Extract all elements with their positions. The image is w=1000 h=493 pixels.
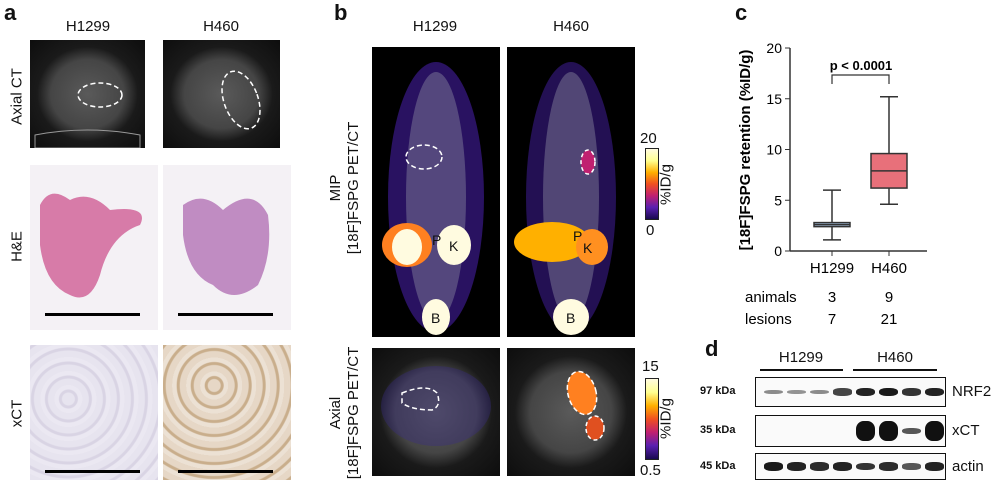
xct-h1299-image: [30, 345, 158, 480]
kda-label: 35 kDa: [700, 424, 736, 436]
group-line-h460: [853, 369, 937, 371]
band: [833, 388, 852, 396]
row-mip-line1: MIP: [327, 174, 344, 202]
group-line-h1299: [760, 369, 843, 371]
colorbar1-max: 20: [640, 130, 657, 147]
significance-bracket: [831, 74, 890, 84]
panel-c-label: c: [735, 0, 748, 25]
protein-label: xCT: [952, 422, 980, 439]
band: [810, 389, 829, 395]
band: [902, 463, 921, 470]
col-h460-b: H460: [553, 18, 589, 35]
band: [902, 427, 921, 435]
x-tick-label: H460: [871, 260, 907, 277]
band: [925, 462, 944, 471]
he-h460-image: [163, 165, 291, 330]
y-tick-label: 5: [774, 192, 782, 208]
band: [925, 421, 944, 441]
colorbar1-unit: %ID/g: [657, 164, 675, 205]
row-axial-line2: [18F]FSPG PET/CT: [345, 346, 362, 480]
row-he: H&E: [8, 231, 26, 262]
row-axial-line1: Axial: [327, 396, 344, 430]
band: [810, 462, 829, 471]
band: [764, 389, 783, 395]
blot-NRF2: [755, 377, 946, 407]
xct-h460-image: [163, 345, 291, 480]
band: [925, 387, 944, 397]
y-tick-label: 15: [766, 91, 782, 107]
row-axial-pet-label: Axial [18F]FSPG PET/CT: [327, 333, 363, 493]
band: [787, 462, 806, 471]
col-h460-a: H460: [203, 18, 239, 35]
band: [833, 462, 852, 471]
group-h460: H460: [877, 349, 913, 366]
y-tick-label: 10: [766, 142, 782, 158]
lesions-h1299: 7: [828, 311, 836, 328]
band: [856, 421, 875, 441]
row-axial-ct: Axial CT: [8, 68, 26, 125]
axial-pet-h460-image: [507, 348, 635, 476]
panel-d-label: d: [705, 336, 719, 361]
col-h1299-a: H1299: [65, 18, 111, 35]
blot-actin: [755, 453, 946, 480]
colorbar-mip: [645, 148, 659, 220]
he-h1299-image: [30, 165, 158, 330]
mip-h460-image: P K B: [507, 47, 635, 337]
kda-label: 97 kDa: [700, 385, 736, 397]
row-lesions-label: lesions: [745, 311, 792, 328]
band: [856, 462, 875, 471]
axial-ct-h1299-image: [30, 40, 145, 148]
blot-xCT: [755, 415, 946, 447]
band: [879, 387, 898, 397]
animals-h1299: 3: [828, 289, 836, 306]
x-tick-label: H1299: [810, 260, 854, 277]
organ-k-label-h460: K: [583, 240, 593, 256]
panel-b-label: b: [334, 0, 348, 25]
band: [787, 389, 806, 395]
panel-a-label: a: [4, 0, 17, 25]
band: [764, 462, 783, 471]
row-animals-label: animals: [745, 289, 797, 306]
axial-ct-h460-image: [163, 40, 280, 148]
y-axis-label: [18F]FSPG retention (%ID/g): [737, 50, 754, 251]
organ-p-label-h460: P: [573, 228, 582, 244]
band: [856, 387, 875, 397]
axial-pet-h1299-image: [372, 348, 500, 476]
colorbar2-unit: %ID/g: [657, 398, 675, 439]
row-mip-label: MIP [18F]FSPG PET/CT: [327, 108, 363, 268]
mip-h1299-image: P K B: [372, 47, 500, 337]
p-value-annotation: p < 0.0001: [830, 58, 893, 73]
lesions-h460: 21: [881, 311, 898, 328]
box-plot: [18F]FSPG retention (%ID/g) 0 5 10 15 20 H129…: [737, 40, 927, 328]
protein-label: actin: [952, 457, 984, 475]
band: [879, 462, 898, 471]
organ-b-label: B: [431, 310, 440, 326]
protein-label: NRF2: [952, 383, 992, 400]
colorbar2-max: 15: [642, 358, 659, 375]
colorbar1-min: 0: [646, 222, 655, 239]
organ-p-label: P: [432, 232, 441, 248]
animals-h460: 9: [885, 289, 893, 306]
band: [879, 421, 898, 441]
band: [902, 388, 921, 396]
col-h1299-b: H1299: [412, 18, 458, 35]
kda-label: 45 kDa: [700, 459, 736, 472]
row-xct: xCT: [8, 399, 26, 428]
organ-b-label-h460: B: [566, 310, 575, 326]
colorbar-axial: [645, 378, 659, 460]
row-mip-line2: [18F]FSPG PET/CT: [345, 121, 362, 255]
group-h1299: H1299: [778, 349, 824, 366]
y-tick-label: 20: [766, 40, 782, 56]
y-tick-label: 0: [774, 243, 782, 259]
organ-k-label: K: [449, 238, 459, 254]
colorbar2-min: 0.5: [640, 462, 661, 479]
